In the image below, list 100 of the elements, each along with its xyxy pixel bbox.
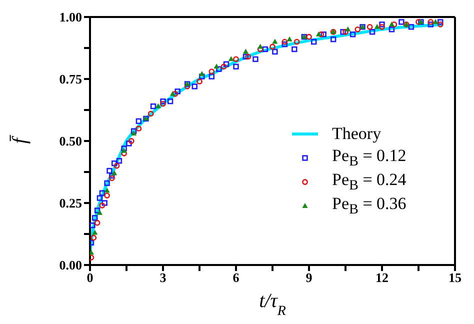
x-tick-label: 3	[160, 270, 167, 286]
point	[233, 56, 239, 62]
point	[136, 126, 142, 132]
point	[432, 18, 438, 24]
point	[220, 64, 227, 70]
point	[114, 162, 120, 169]
point	[104, 192, 110, 199]
point	[108, 175, 115, 182]
legend-label: Theory	[332, 124, 382, 143]
point	[286, 36, 292, 42]
point	[258, 44, 264, 49]
y-tick-label: 0.75	[59, 72, 82, 87]
point	[174, 88, 180, 94]
point	[223, 61, 230, 67]
point	[354, 26, 361, 32]
point	[170, 90, 176, 96]
point	[94, 208, 100, 214]
point	[350, 32, 356, 38]
point	[131, 130, 137, 136]
point	[306, 34, 312, 40]
point	[242, 48, 249, 54]
point	[102, 200, 108, 206]
point	[282, 38, 288, 45]
point	[272, 48, 278, 55]
point	[398, 19, 404, 25]
y-tick-label: 0.25	[59, 196, 82, 211]
legend-label: Pe$_{B}$ = 0.24	[332, 170, 406, 194]
point	[330, 36, 336, 42]
point	[160, 100, 166, 107]
point	[228, 56, 234, 62]
point	[90, 250, 94, 255]
point	[316, 31, 322, 36]
point	[90, 222, 96, 228]
point	[369, 29, 376, 35]
point	[184, 83, 190, 90]
point	[96, 195, 103, 201]
point	[345, 26, 351, 32]
x-tick-label: 0	[86, 270, 94, 286]
point	[196, 78, 202, 84]
point	[379, 24, 385, 30]
x-axis-title: t/τ$_{R}$	[259, 290, 286, 318]
point	[428, 19, 434, 25]
point	[148, 110, 154, 117]
point	[374, 24, 380, 29]
point	[208, 68, 215, 75]
point	[245, 54, 252, 60]
point	[340, 29, 346, 35]
y-tick-label: 0.00	[59, 258, 82, 273]
point	[136, 118, 142, 124]
point	[257, 46, 264, 52]
point	[106, 168, 112, 174]
point	[150, 103, 156, 110]
point	[199, 74, 205, 80]
x-tick-label: 9	[306, 270, 313, 286]
point	[320, 32, 326, 38]
point	[172, 90, 178, 97]
point	[94, 220, 100, 226]
point	[408, 24, 414, 30]
legend-label: Pe$_{B}$ = 0.36	[332, 194, 406, 218]
point	[104, 188, 110, 193]
point	[90, 234, 97, 241]
point	[311, 38, 317, 45]
x-tick-label: 15	[448, 270, 462, 286]
x-tick-label: 6	[232, 270, 240, 286]
point	[242, 54, 249, 60]
point	[318, 31, 324, 38]
point	[292, 46, 298, 52]
point	[214, 64, 220, 69]
point	[437, 21, 444, 28]
point	[160, 98, 166, 104]
point	[270, 44, 276, 50]
y-axis-title: f̄	[9, 134, 31, 144]
point	[216, 66, 222, 72]
point	[96, 210, 103, 215]
point	[99, 190, 106, 196]
point	[388, 26, 395, 32]
legend-label: Pe$_{B}$ = 0.12	[332, 146, 406, 170]
point	[126, 140, 132, 146]
point	[116, 158, 122, 164]
point	[155, 103, 161, 108]
point	[167, 98, 174, 104]
point	[92, 215, 98, 221]
point	[428, 22, 434, 28]
point	[438, 19, 444, 25]
point	[294, 38, 300, 45]
point	[130, 128, 137, 134]
point	[128, 138, 134, 144]
point	[342, 28, 348, 35]
point	[262, 46, 268, 52]
point	[366, 24, 373, 30]
point	[92, 230, 98, 235]
point	[233, 64, 239, 70]
point	[272, 38, 278, 44]
point	[379, 22, 385, 28]
x-tick-label: 12	[376, 270, 388, 286]
point	[282, 41, 288, 48]
point	[104, 180, 110, 186]
y-tick-label: 1.00	[59, 10, 82, 25]
point	[388, 21, 395, 26]
point	[111, 160, 118, 166]
